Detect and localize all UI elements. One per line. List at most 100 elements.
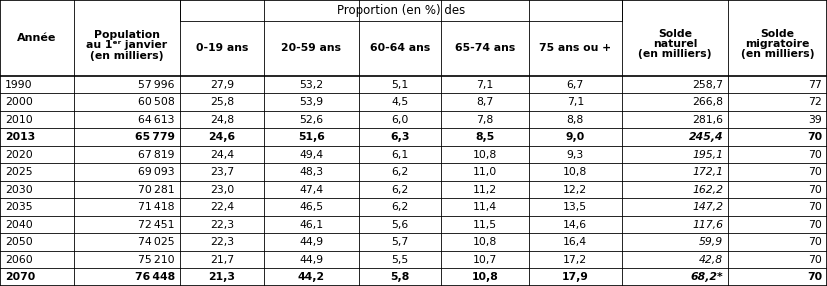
Text: (en milliers): (en milliers) <box>741 49 815 59</box>
Text: 10,8: 10,8 <box>473 237 497 247</box>
Text: 39: 39 <box>808 115 822 125</box>
Text: Solde: Solde <box>658 29 692 39</box>
Text: 57 996: 57 996 <box>138 80 174 90</box>
Text: 20-59 ans: 20-59 ans <box>281 43 342 53</box>
Text: 5,5: 5,5 <box>391 255 409 265</box>
Text: 70: 70 <box>807 132 822 142</box>
Text: 64 613: 64 613 <box>138 115 174 125</box>
Text: 70: 70 <box>808 185 822 195</box>
Text: 2060: 2060 <box>5 255 33 265</box>
Text: 75 210: 75 210 <box>138 255 174 265</box>
Text: 47,4: 47,4 <box>299 185 323 195</box>
Text: 9,0: 9,0 <box>566 132 585 142</box>
Text: 75 ans ou +: 75 ans ou + <box>539 43 611 53</box>
Text: 22,3: 22,3 <box>210 237 234 247</box>
Text: 49,4: 49,4 <box>299 150 323 160</box>
Text: 24,6: 24,6 <box>208 132 236 142</box>
Text: 11,4: 11,4 <box>473 202 497 212</box>
Text: 195,1: 195,1 <box>692 150 723 160</box>
Text: 1990: 1990 <box>5 80 32 90</box>
Text: 68,2*: 68,2* <box>691 272 723 282</box>
Text: 6,3: 6,3 <box>390 132 409 142</box>
Text: 2020: 2020 <box>5 150 33 160</box>
Text: 4,5: 4,5 <box>391 97 409 107</box>
Text: 6,2: 6,2 <box>391 202 409 212</box>
Text: 147,2: 147,2 <box>692 202 723 212</box>
Text: 70: 70 <box>808 237 822 247</box>
Text: 70 281: 70 281 <box>138 185 174 195</box>
Text: 70: 70 <box>807 272 822 282</box>
Text: 24,8: 24,8 <box>210 115 234 125</box>
Text: 5,1: 5,1 <box>391 80 409 90</box>
Text: 2040: 2040 <box>5 220 33 230</box>
Text: 77: 77 <box>808 80 822 90</box>
Text: 0-19 ans: 0-19 ans <box>196 43 248 53</box>
Text: 7,1: 7,1 <box>476 80 494 90</box>
Text: 42,8: 42,8 <box>699 255 723 265</box>
Text: 10,8: 10,8 <box>563 167 587 177</box>
Text: 44,2: 44,2 <box>298 272 325 282</box>
Text: 24,4: 24,4 <box>210 150 234 160</box>
Text: 10,8: 10,8 <box>471 272 499 282</box>
Text: 51,6: 51,6 <box>298 132 325 142</box>
Text: 52,6: 52,6 <box>299 115 323 125</box>
Text: 8,7: 8,7 <box>476 97 494 107</box>
Text: 245,4: 245,4 <box>689 132 723 142</box>
Text: 172,1: 172,1 <box>692 167 723 177</box>
Text: 60-64 ans: 60-64 ans <box>370 43 430 53</box>
Text: 281,6: 281,6 <box>692 115 723 125</box>
Text: (en milliers): (en milliers) <box>90 51 164 61</box>
Text: 8,5: 8,5 <box>476 132 495 142</box>
Text: 71 418: 71 418 <box>138 202 174 212</box>
Text: 46,5: 46,5 <box>299 202 323 212</box>
Text: 2030: 2030 <box>5 185 33 195</box>
Text: 2000: 2000 <box>5 97 33 107</box>
Text: 10,7: 10,7 <box>473 255 497 265</box>
Text: 60 508: 60 508 <box>138 97 174 107</box>
Text: 59,9: 59,9 <box>699 237 723 247</box>
Text: 2010: 2010 <box>5 115 33 125</box>
Text: 16,4: 16,4 <box>563 237 587 247</box>
Text: 70: 70 <box>808 150 822 160</box>
Text: 21,3: 21,3 <box>208 272 236 282</box>
Text: 76 448: 76 448 <box>135 272 174 282</box>
Text: 9,3: 9,3 <box>566 150 584 160</box>
Text: 70: 70 <box>808 202 822 212</box>
Text: Population: Population <box>93 30 160 40</box>
Text: Année: Année <box>17 33 56 43</box>
Text: 12,2: 12,2 <box>563 185 587 195</box>
Text: 17,2: 17,2 <box>563 255 587 265</box>
Text: migratoire: migratoire <box>745 39 810 49</box>
Text: 7,1: 7,1 <box>566 97 584 107</box>
Text: 6,2: 6,2 <box>391 185 409 195</box>
Text: 162,2: 162,2 <box>692 185 723 195</box>
Text: 2013: 2013 <box>5 132 36 142</box>
Text: 5,7: 5,7 <box>391 237 409 247</box>
Text: 11,0: 11,0 <box>473 167 497 177</box>
Text: 14,6: 14,6 <box>563 220 587 230</box>
Text: 74 025: 74 025 <box>138 237 174 247</box>
Text: Solde: Solde <box>761 29 795 39</box>
Text: 53,2: 53,2 <box>299 80 323 90</box>
Text: 22,3: 22,3 <box>210 220 234 230</box>
Text: 21,7: 21,7 <box>210 255 234 265</box>
Text: 6,0: 6,0 <box>391 115 409 125</box>
Text: 2070: 2070 <box>5 272 36 282</box>
Text: 48,3: 48,3 <box>299 167 323 177</box>
Text: 65 779: 65 779 <box>135 132 174 142</box>
Text: 72 451: 72 451 <box>138 220 174 230</box>
Text: 258,7: 258,7 <box>692 80 723 90</box>
Text: 46,1: 46,1 <box>299 220 323 230</box>
Text: 11,5: 11,5 <box>473 220 497 230</box>
Text: 70: 70 <box>808 255 822 265</box>
Text: 70: 70 <box>808 220 822 230</box>
Text: 27,9: 27,9 <box>210 80 234 90</box>
Text: 266,8: 266,8 <box>692 97 723 107</box>
Text: 53,9: 53,9 <box>299 97 323 107</box>
Text: 44,9: 44,9 <box>299 255 323 265</box>
Text: 67 819: 67 819 <box>138 150 174 160</box>
Text: 17,9: 17,9 <box>562 272 589 282</box>
Text: 7,8: 7,8 <box>476 115 494 125</box>
Text: (en milliers): (en milliers) <box>638 49 712 59</box>
Text: 6,1: 6,1 <box>391 150 409 160</box>
